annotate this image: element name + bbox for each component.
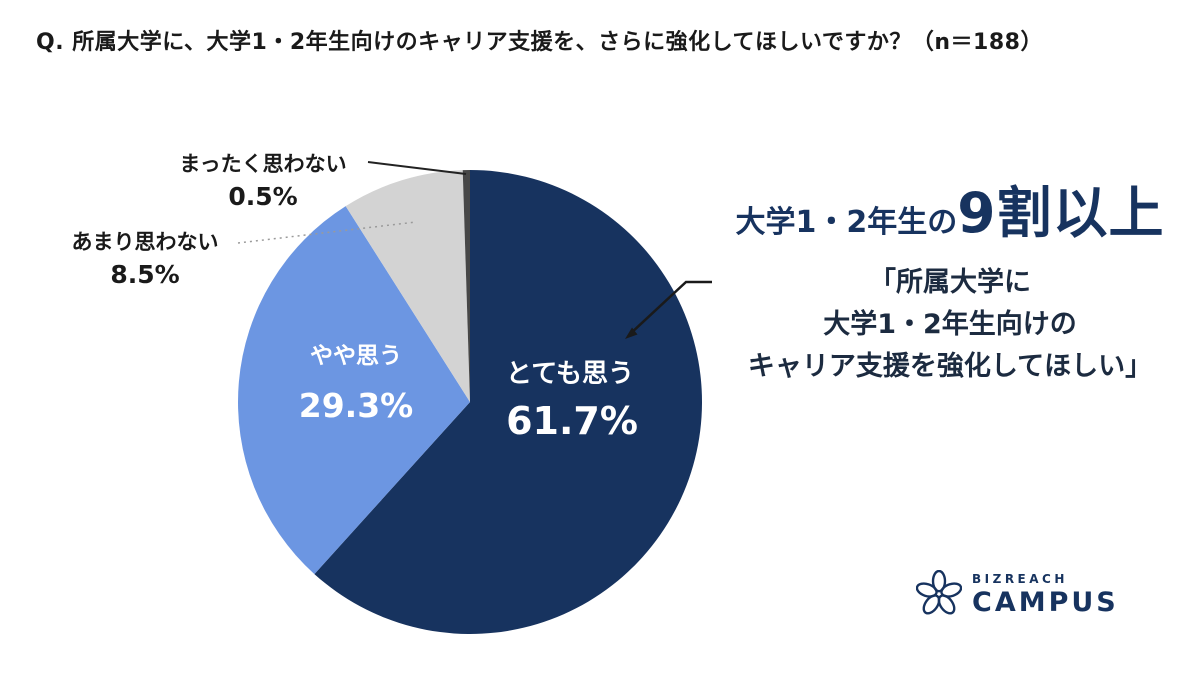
outside-label-mattaku: まったく思わない 0.5% — [158, 150, 368, 216]
callout-headline-prefix: 大学1・2年生の — [735, 205, 958, 240]
callout-quote-line1: 「所属大学に — [869, 267, 1031, 298]
callout-quote-line2: 大学1・2年生向けの — [823, 308, 1077, 340]
slice-label-totemo: とても思う — [506, 359, 634, 389]
logo-brand-text: BIZREACH — [972, 571, 1068, 586]
flower-icon — [916, 570, 962, 615]
slice-label-yaya: やや思う — [310, 343, 402, 369]
callout-headline-emphasis: 9割以上 — [957, 181, 1165, 245]
outside-label-amari-value: 8.5% — [110, 260, 180, 290]
pie-slices-group — [238, 169, 703, 635]
callout-arrow-head-icon — [625, 327, 638, 339]
slice-value-totemo: 61.7% — [506, 399, 638, 443]
slice-value-yaya: 29.3% — [299, 386, 414, 425]
outside-label-mattaku-value: 0.5% — [228, 182, 298, 212]
outside-label-mattaku-name: まったく思わない — [179, 152, 347, 176]
logo-product-text: CAMPUS — [972, 586, 1119, 618]
pie-slice-1 — [238, 206, 470, 575]
leader-line-mattaku — [367, 161, 467, 175]
bizreach-campus-logo: BIZREACH CAMPUS — [916, 570, 1119, 618]
outside-label-amari-name: あまり思わない — [71, 230, 219, 254]
pie-slice-3 — [462, 169, 470, 402]
logo-text-block: BIZREACH CAMPUS — [972, 573, 1119, 616]
chart-title: Q. 所属大学に、大学1・2年生向けのキャリア支援を、さらに強化してほしいですか… — [36, 30, 1043, 55]
pie-slice-0 — [314, 169, 703, 635]
callout-quote: 「所属大学に 大学1・2年生向けの キャリア支援を強化してほしい」 — [718, 262, 1182, 388]
pie-slice-2 — [345, 170, 470, 402]
callout-block: 大学1・2年生の9割以上 「所属大学に 大学1・2年生向けの キャリア支援を強化… — [718, 168, 1182, 388]
callout-quote-line3: キャリア支援を強化してほしい」 — [747, 350, 1153, 382]
outside-label-amari: あまり思わない 8.5% — [45, 228, 245, 294]
callout-headline: 大学1・2年生の9割以上 — [718, 168, 1182, 248]
callout-arrow-line — [629, 280, 712, 335]
